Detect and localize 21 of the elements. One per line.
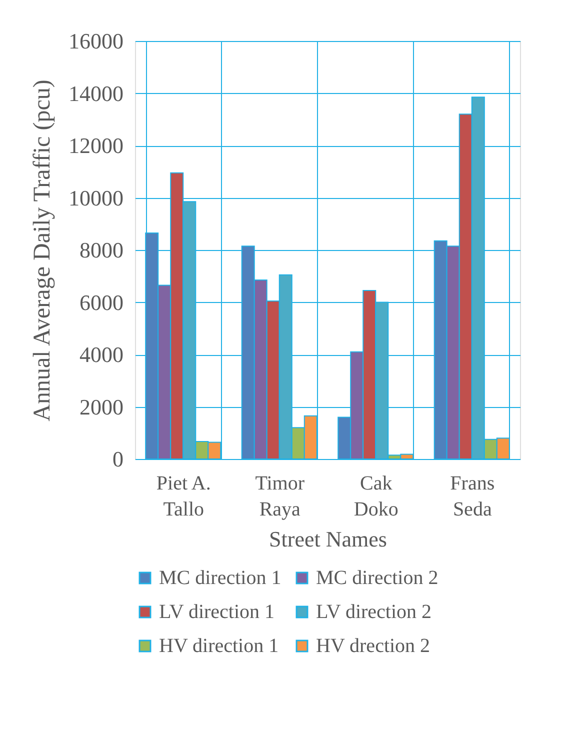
y-tick-label: 2000 <box>80 394 124 420</box>
y-tick-label: 16000 <box>68 28 124 54</box>
legend-label: HV direction 1 <box>159 635 279 657</box>
y-tick-label: 4000 <box>80 342 124 367</box>
legend-label: LV direction 1 <box>159 601 275 623</box>
x-tick-label: Piet A. Tallo <box>156 472 211 520</box>
legend-label: LV direction 2 <box>316 601 432 623</box>
y-tick-label: 14000 <box>68 80 124 106</box>
y-tick-label: 0 <box>112 446 124 472</box>
x-tick-label: Timor Raya <box>255 472 305 520</box>
legend-label: MC direction 1 <box>159 567 282 589</box>
y-tick-label: 6000 <box>80 290 124 315</box>
legend-label: HV drection 2 <box>316 635 430 657</box>
y-tick-label: 8000 <box>80 238 124 262</box>
y-axis-title: Annual Average Daily Traffic (pcu) <box>30 80 56 422</box>
x-tick-label: Cak Doko <box>354 472 398 520</box>
x-axis-title: Street Names <box>269 526 387 552</box>
y-tick-label: 10000 <box>68 185 124 210</box>
y-tick-label: 12000 <box>68 133 124 158</box>
legend-label: MC direction 2 <box>316 567 438 589</box>
x-tick-label: Frans Seda <box>450 472 495 520</box>
